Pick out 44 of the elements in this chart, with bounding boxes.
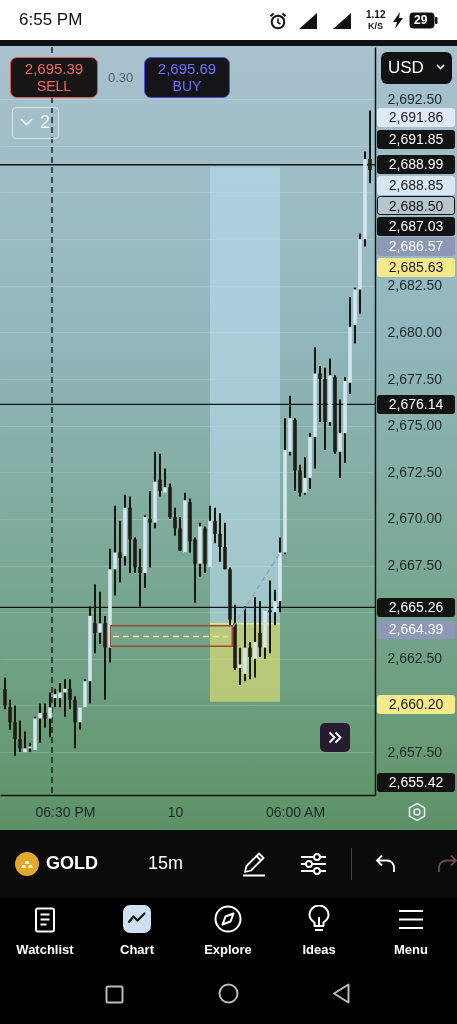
text: 29 <box>414 13 428 27</box>
y-tick-label: 2,667.50 <box>387 557 443 574</box>
text: 2,687.03 <box>377 216 455 236</box>
text: 2,688.85 <box>377 175 455 195</box>
ref-line-label: 2,676.14 <box>377 394 455 414</box>
text: 2,691.86 <box>377 107 455 127</box>
x-tick-label: 06:30 PM <box>35 803 96 820</box>
text: Chart <box>120 942 154 957</box>
annotation: 2,695.39 <box>24 60 84 77</box>
annotation: BUY <box>172 78 202 94</box>
text: K/S <box>368 21 384 31</box>
annotation: SELL <box>36 78 72 94</box>
x-tick-label: 10 <box>167 803 184 820</box>
y-tick-label: 2,670.00 <box>387 510 443 527</box>
y-tick-label: 2,692.50 <box>387 90 443 107</box>
ref-line-label: 2,665.26 <box>377 597 455 617</box>
text: Explore <box>204 942 252 957</box>
ref-line-label: 2,688.99 <box>377 155 455 175</box>
text: 2,660.20 <box>377 694 455 714</box>
annotation: 2 <box>40 112 51 133</box>
y-tick-label: 2,662.50 <box>387 650 443 667</box>
y-tick-label: 2,680.00 <box>387 323 443 340</box>
text: Ideas <box>302 942 336 957</box>
text: 6:55 PM <box>19 10 83 30</box>
y-tick-label: 2,657.50 <box>387 743 443 760</box>
text: 2,655.42 <box>377 772 455 792</box>
text: 2,664.39 <box>377 619 455 639</box>
text: 2,688.50 <box>377 196 455 215</box>
text: 2,686.57 <box>377 237 455 256</box>
y-tick-label: 2,682.50 <box>387 277 443 294</box>
text: Watchlist <box>16 942 74 957</box>
text: 2,685.63 <box>377 257 455 277</box>
x-tick-label: 06:00 AM <box>265 803 326 820</box>
y-tick-label: 2,675.00 <box>387 417 443 434</box>
text: USD <box>388 58 424 78</box>
annotation: 2,695.69 <box>157 60 217 77</box>
text: GOLD <box>46 853 98 874</box>
text: Menu <box>394 942 428 957</box>
text: 1.12 <box>366 9 386 20</box>
y-tick-label: 2,677.50 <box>387 370 443 387</box>
y-tick-label: 2,672.50 <box>387 463 443 480</box>
text: 15m <box>148 853 184 874</box>
text: 2,691.85 <box>377 130 455 149</box>
annotation: 0.30 <box>108 70 134 85</box>
